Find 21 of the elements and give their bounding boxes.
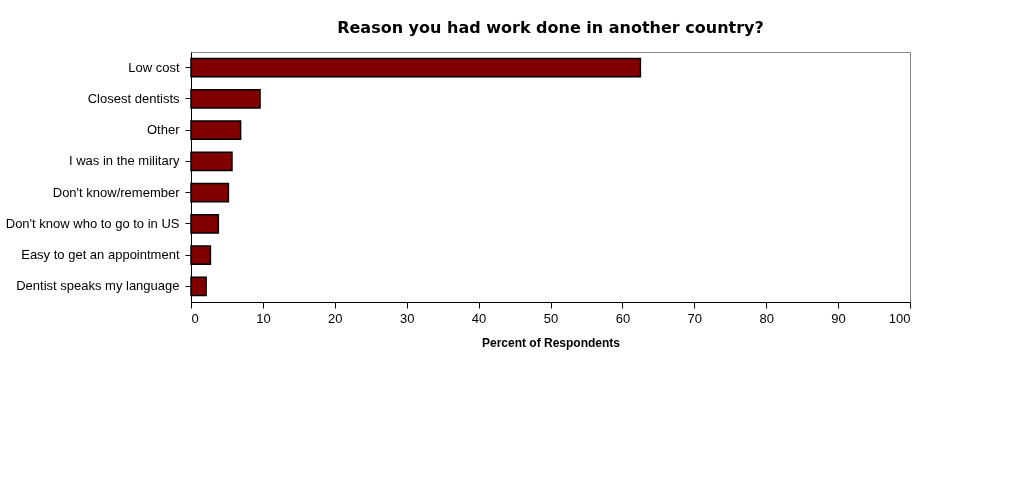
y-tick-label: Other xyxy=(146,122,181,138)
x-tick-label: 20 xyxy=(328,310,343,326)
x-tick-label: 60 xyxy=(615,310,631,326)
x-tick-label: 50 xyxy=(543,310,559,326)
y-tick-label: Low cost xyxy=(128,59,180,75)
x-tick-label: 100 xyxy=(888,310,911,326)
chart-title: Reason you had work done in another country? xyxy=(337,18,764,37)
x-tick-label: 70 xyxy=(687,310,703,326)
y-tick-label: Closest dentists xyxy=(87,90,180,106)
x-tick-label: 0 xyxy=(191,310,199,326)
x-tick-label: 90 xyxy=(831,310,846,326)
y-tick-label: Don't know/remember xyxy=(52,184,181,200)
x-tick-label: 80 xyxy=(759,310,774,326)
y-tick-label: Easy to get an appointment xyxy=(21,247,180,263)
x-tick-label: 30 xyxy=(399,310,415,326)
y-tick-label: Dentist speaks my language xyxy=(16,278,180,294)
y-tick-label: I was in the military xyxy=(68,153,180,169)
y-tick-label: Don't know who to go to in US xyxy=(5,215,180,231)
x-tick-label: 40 xyxy=(471,310,487,326)
x-tick-label: 10 xyxy=(256,310,271,326)
x-axis-title: Percent of Respondents xyxy=(481,335,621,350)
